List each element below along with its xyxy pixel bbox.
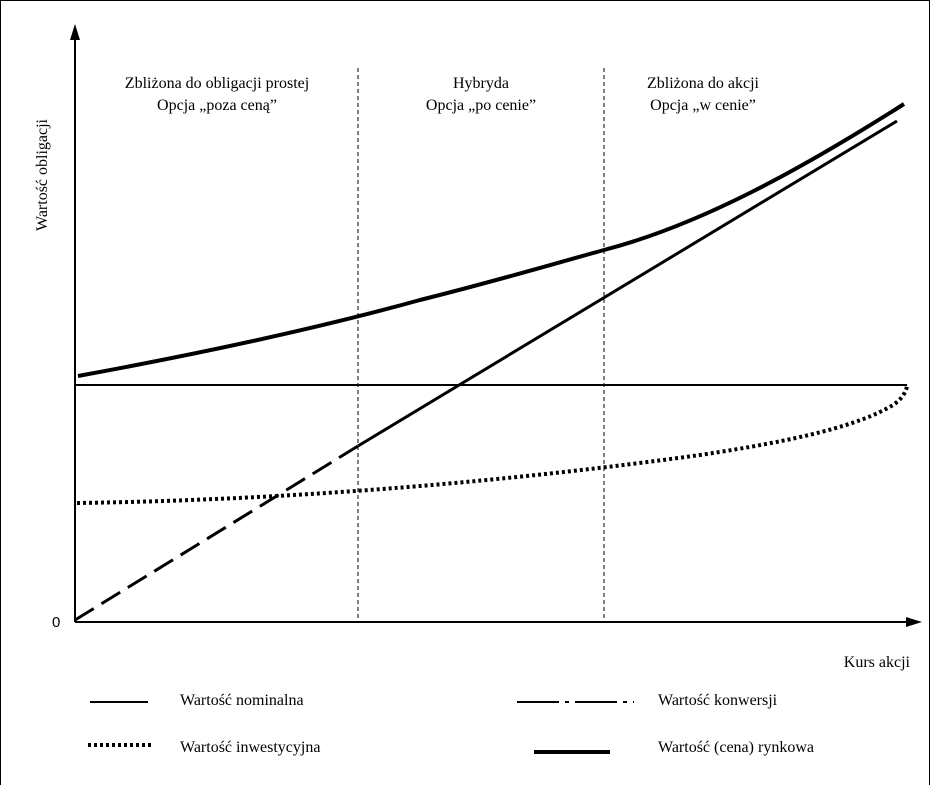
region-2-title: Hybryda [453, 75, 509, 92]
region-1-title: Zbliżona do obligacji prostej [125, 75, 309, 92]
region-3-title: Zbliżona do akcji [647, 75, 760, 92]
x-axis-arrow-icon [906, 617, 922, 627]
y-axis-arrow-icon [70, 24, 80, 40]
legend-label-nominal: Wartość nominalna [180, 692, 304, 709]
region-1-subtitle: Opcja „poza ceną” [157, 97, 277, 114]
region-3-subtitle: Opcja „w cenie” [650, 97, 756, 114]
legend-label-investment: Wartość inwestycyjna [180, 739, 320, 756]
x-axis-label: Kurs akcji [844, 654, 911, 671]
legend-label-market: Wartość (cena) rynkowa [658, 739, 814, 756]
y-axis-label: Wartość obligacji [34, 118, 51, 231]
origin-label: 0 [52, 614, 60, 631]
investment-value-curve [76, 385, 909, 505]
conversion-value-solid [357, 119, 898, 448]
conversion-value-dashed [74, 444, 359, 622]
market-value-curve [77, 102, 906, 378]
region-2-subtitle: Opcja „po cenie” [426, 97, 536, 114]
legend-label-conversion: Wartość konwersji [658, 692, 778, 709]
